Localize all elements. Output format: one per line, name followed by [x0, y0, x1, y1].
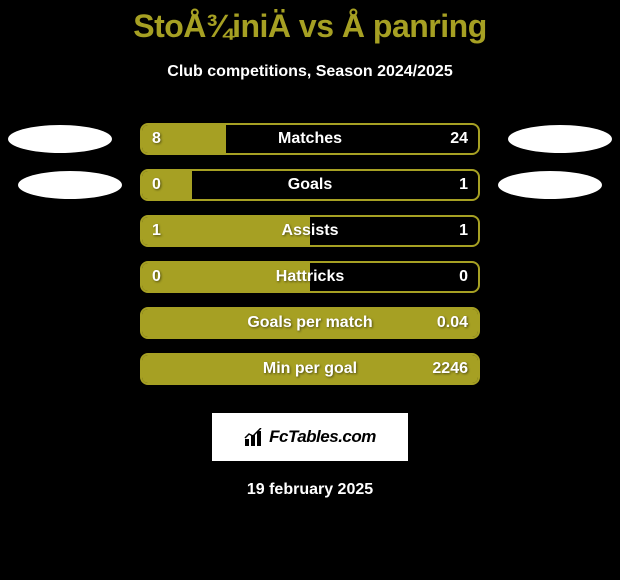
- stat-row-goals-per-match: Goals per match 0.04: [0, 307, 620, 353]
- stat-value-left: 0: [152, 268, 161, 286]
- stat-label: Min per goal: [263, 360, 357, 378]
- logo-text: FcTables.com: [269, 427, 376, 447]
- stat-label: Hattricks: [276, 268, 344, 286]
- stat-label: Goals per match: [247, 314, 372, 332]
- player-right-avatar-placeholder: [498, 171, 602, 199]
- comparison-date: 19 february 2025: [0, 481, 620, 499]
- stat-value-left: 1: [152, 222, 161, 240]
- stat-label: Goals: [288, 176, 332, 194]
- stat-bar: Min per goal 2246: [140, 353, 480, 385]
- stat-value-left: 8: [152, 130, 161, 148]
- player-right-avatar-placeholder: [508, 125, 612, 153]
- stat-row-goals: 0 Goals 1: [0, 169, 620, 215]
- stat-value-right: 24: [450, 130, 468, 148]
- bar-chart-icon: [244, 428, 266, 446]
- stat-value-right: 1: [459, 222, 468, 240]
- stat-row-matches: 8 Matches 24: [0, 123, 620, 169]
- comparison-subtitle: Club competitions, Season 2024/2025: [0, 63, 620, 81]
- stat-bar: 8 Matches 24: [140, 123, 480, 155]
- player-left-avatar-placeholder: [8, 125, 112, 153]
- stats-section: 8 Matches 24 0 Goals 1 1 Assists 1 0 Hat…: [0, 123, 620, 399]
- stat-value-left: 0: [152, 176, 161, 194]
- stat-value-right: 0: [459, 268, 468, 286]
- stat-value-right: 1: [459, 176, 468, 194]
- stat-bar: 1 Assists 1: [140, 215, 480, 247]
- stat-bar: 0 Hattricks 0: [140, 261, 480, 293]
- stat-row-min-per-goal: Min per goal 2246: [0, 353, 620, 399]
- fctables-logo: FcTables.com: [212, 413, 408, 461]
- stat-bar: 0 Goals 1: [140, 169, 480, 201]
- stat-row-hattricks: 0 Hattricks 0: [0, 261, 620, 307]
- stat-value-right: 0.04: [437, 314, 468, 332]
- stat-label: Matches: [278, 130, 342, 148]
- comparison-title: StoÅ¾iniÄ vs Å panring: [0, 0, 620, 45]
- stat-bar-fill: [142, 171, 192, 199]
- stat-label: Assists: [282, 222, 339, 240]
- stat-row-assists: 1 Assists 1: [0, 215, 620, 261]
- stat-bar: Goals per match 0.04: [140, 307, 480, 339]
- stat-value-right: 2246: [432, 360, 468, 378]
- player-left-avatar-placeholder: [18, 171, 122, 199]
